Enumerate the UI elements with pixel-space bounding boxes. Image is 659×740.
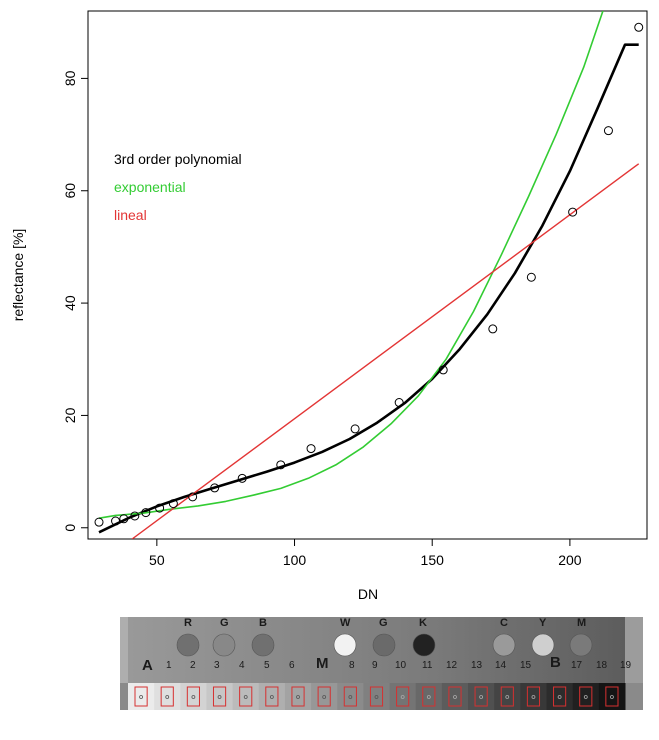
card-number: 8	[349, 660, 355, 671]
card-letter: W	[340, 617, 351, 629]
x-axis-title: DN	[358, 586, 378, 602]
data-point	[155, 503, 165, 513]
data-point	[526, 272, 536, 282]
data-point	[350, 424, 360, 434]
y-tick-label: 0	[62, 524, 78, 532]
card-number: 4	[239, 660, 245, 671]
card-number: 18	[596, 660, 608, 671]
card-number: 17	[571, 660, 583, 671]
data-point	[141, 508, 151, 518]
calibration-card-photo: R G B W G K C Y M 1 2 3 4 5 6 8 9 10 11 12 13 14 15 17 18 19 A M B	[120, 617, 643, 710]
card-number: 9	[372, 660, 378, 671]
card-big-label: M	[316, 655, 329, 672]
data-point	[438, 365, 448, 375]
card-number: 19	[620, 660, 632, 671]
series-line-0	[98, 43, 639, 534]
y-axis-title: reflectance [%]	[10, 229, 26, 322]
series-line-2	[131, 163, 640, 539]
data-point	[488, 324, 498, 334]
data-point	[168, 499, 178, 509]
series-lines	[98, 11, 640, 539]
card-number: 1	[166, 660, 172, 671]
data-point	[210, 483, 220, 493]
calibration-card-drawing	[120, 617, 643, 710]
data-point	[188, 492, 198, 502]
data-point	[94, 517, 104, 527]
card-letter: G	[220, 617, 229, 629]
data-point	[237, 473, 247, 483]
y-tick-label: 40	[62, 295, 78, 311]
plot-frame	[87, 10, 648, 540]
card-number: 15	[520, 660, 532, 671]
x-axis: 50 100 150 200	[149, 539, 582, 568]
card-letter: R	[184, 617, 192, 629]
data-point	[130, 511, 140, 521]
card-number: 3	[214, 660, 220, 671]
y-tick-label: 80	[62, 70, 78, 86]
card-number: 12	[446, 660, 458, 671]
x-tick-label: 50	[149, 552, 165, 568]
card-letter: M	[577, 617, 587, 629]
card-number: 2	[190, 660, 196, 671]
legend-item-lineal: lineal	[114, 207, 147, 223]
y-tick-label: 60	[62, 183, 78, 199]
legend-item-exponential: exponential	[114, 179, 186, 195]
card-number: 10	[395, 660, 407, 671]
chart-svg: 0 20 40 60 80 50 100 150 200 reflectance [%] DN…	[10, 10, 648, 602]
card-number: 5	[264, 660, 270, 671]
legend: 3rd order polynomial exponential lineal	[114, 151, 242, 223]
card-big-label: B	[550, 654, 561, 671]
card-number: 11	[422, 660, 433, 671]
data-point	[111, 516, 121, 526]
data-point	[306, 444, 316, 454]
data-point	[119, 514, 129, 524]
card-letter: B	[259, 617, 267, 629]
card-big-label: A	[142, 657, 153, 674]
x-tick-label: 100	[283, 552, 307, 568]
data-points	[94, 22, 644, 527]
data-point	[634, 22, 644, 32]
card-number: 13	[471, 660, 483, 671]
x-tick-label: 150	[421, 552, 445, 568]
y-tick-label: 20	[62, 407, 78, 423]
y-axis: 0 20 40 60 80	[62, 70, 88, 532]
x-tick-label: 200	[558, 552, 582, 568]
data-point	[394, 398, 404, 408]
card-letter: C	[500, 617, 508, 629]
data-point	[603, 126, 613, 136]
card-letter: Y	[539, 617, 547, 629]
card-number: 6	[289, 660, 295, 671]
card-number: 14	[495, 660, 507, 671]
card-letter: G	[379, 617, 388, 629]
series-line-1	[98, 11, 604, 519]
legend-item-polynomial: 3rd order polynomial	[114, 151, 242, 167]
card-letter: K	[419, 617, 427, 629]
data-point	[276, 460, 286, 470]
data-point	[568, 207, 578, 217]
